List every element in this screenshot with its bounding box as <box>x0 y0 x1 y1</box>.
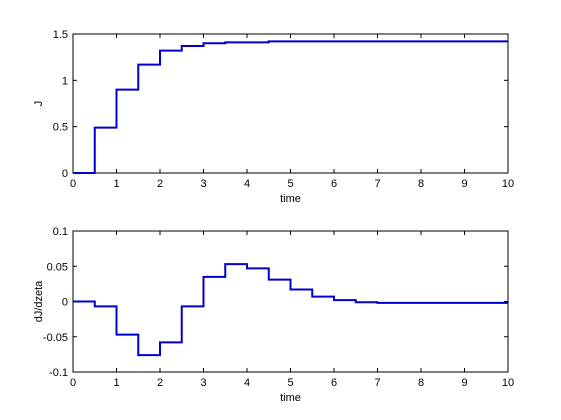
x-tick-label: 5 <box>287 377 293 389</box>
x-tick-label: 6 <box>331 377 337 389</box>
x-tick-label: 1 <box>113 178 119 190</box>
y-tick-label: 0 <box>62 168 68 180</box>
y-tick-label: -0.05 <box>43 332 68 344</box>
y-tick-label: 1 <box>62 75 68 87</box>
x-tick-label: 9 <box>461 178 467 190</box>
x-tick-label: 7 <box>374 178 380 190</box>
x-axis-label: time <box>280 193 301 205</box>
x-tick-label: 10 <box>502 178 514 190</box>
x-tick-label: 6 <box>331 178 337 190</box>
x-tick-label: 5 <box>287 178 293 190</box>
series-line-0 <box>73 263 508 357</box>
x-tick-label: 2 <box>157 178 163 190</box>
y-axis-label: J <box>33 101 45 107</box>
lower-plot-djdzeta: 0 1 2 3 4 5 6 7 8 9 10 -0.1 -0.05 0 0.05 0.1 time dJ/dzet… <box>33 226 514 404</box>
upper-plot-j: 0 1 2 3 4 5 6 7 8 9 10 0 0.5 1 1.5 time J <box>33 29 514 205</box>
x-tick-label: 3 <box>200 377 206 389</box>
x-tick-label: 9 <box>461 377 467 389</box>
plot-area-0 <box>72 33 509 174</box>
x-tick-label: 2 <box>157 377 163 389</box>
x-tick-label: 4 <box>244 377 250 389</box>
x-tick-label: 0 <box>70 377 76 389</box>
y-tick-label: -0.1 <box>49 367 68 379</box>
y-tick-label: 0.05 <box>47 261 68 273</box>
x-tick-label: 8 <box>418 178 424 190</box>
x-tick-label: 0 <box>70 178 76 190</box>
y-tick-label: 0.5 <box>53 122 68 134</box>
plot-area-1 <box>72 230 509 373</box>
series-line-0 <box>73 40 508 174</box>
x-tick-label: 3 <box>200 178 206 190</box>
x-tick-label: 8 <box>418 377 424 389</box>
y-tick-label: 0.1 <box>53 226 68 238</box>
y-tick-label: 0 <box>62 297 68 309</box>
y-tick-label: 1.5 <box>53 29 68 41</box>
x-tick-label: 4 <box>244 178 250 190</box>
x-tick-label: 7 <box>374 377 380 389</box>
y-axis-label: dJ/dzeta <box>33 280 45 322</box>
x-axis-label: time <box>280 392 301 404</box>
x-tick-label: 1 <box>113 377 119 389</box>
x-tick-label: 10 <box>502 377 514 389</box>
